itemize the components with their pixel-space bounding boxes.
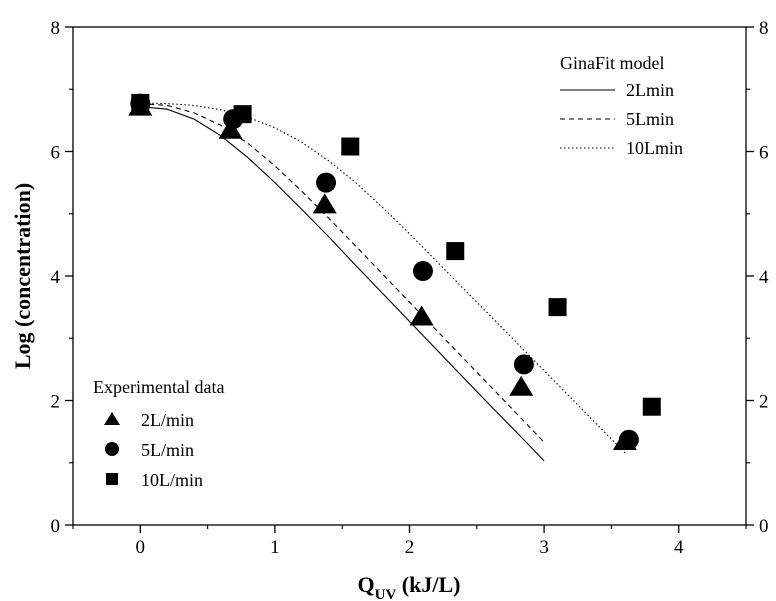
y-right-tick-label: 6 <box>759 143 769 164</box>
data-point-5L/min <box>316 172 337 193</box>
model-line-5Lmin <box>140 103 545 443</box>
x-axis-label-main: Q <box>358 572 375 597</box>
data-point-5L/min <box>513 354 534 375</box>
y-tick-label: 6 <box>51 143 61 164</box>
experimental-legend-label: 5L/min <box>141 440 194 460</box>
y-right-tick-label: 2 <box>759 392 769 413</box>
experimental-legend-label: 2L/min <box>141 410 194 430</box>
y-right-tick-label: 8 <box>759 18 769 39</box>
data-point-10L/min <box>233 105 252 124</box>
x-tick-label: 2 <box>405 537 415 558</box>
data-point-2L/min <box>509 375 534 396</box>
model-legend-label: 5Lmin <box>626 109 674 129</box>
experimental-legend-marker <box>105 442 119 456</box>
y-tick-label: 8 <box>51 18 61 39</box>
data-point-5L/min <box>618 429 639 450</box>
x-tick-label: 0 <box>136 537 146 558</box>
model-legend: GinaFit model 2Lmin 5Lmin 10Lmin <box>560 53 683 158</box>
y-axis-label: Log (concentration) <box>10 183 35 369</box>
x-axis-ticks: 0 1 2 3 4 <box>72 525 747 558</box>
model-line-10Lmin <box>140 102 626 454</box>
data-point-10L/min <box>341 137 360 156</box>
y-tick-label: 0 <box>51 516 61 537</box>
data-point-2L/min <box>312 193 337 214</box>
y-axis-right-ticks: 0 2 4 6 8 <box>746 18 769 537</box>
experimental-legend-title: Experimental data <box>93 377 224 397</box>
data-point-10L/min <box>131 93 150 112</box>
experimental-points <box>128 93 661 450</box>
x-axis-label: QUV (kJ/L) <box>358 572 461 601</box>
model-legend-label: 10Lmin <box>626 138 683 158</box>
x-tick-label: 1 <box>270 537 280 558</box>
x-tick-label: 4 <box>674 537 684 558</box>
model-lines <box>140 102 626 462</box>
x-axis-label-unit: (kJ/L) <box>396 572 460 597</box>
data-point-10L/min <box>446 242 465 261</box>
experimental-legend-label: 10L/min <box>141 470 203 490</box>
model-legend-title: GinaFit model <box>560 53 665 73</box>
data-point-2L/min <box>409 305 434 326</box>
x-tick-label: 3 <box>539 537 549 558</box>
experimental-legend-marker <box>106 473 118 485</box>
data-point-10L/min <box>642 397 661 416</box>
y-right-tick-label: 0 <box>759 516 769 537</box>
y-tick-label: 2 <box>51 392 61 413</box>
experimental-legend: Experimental data 2L/min 5L/min 10L/min <box>93 377 224 490</box>
data-point-10L/min <box>548 298 567 317</box>
y-right-tick-label: 4 <box>759 267 769 288</box>
data-point-5L/min <box>412 261 433 282</box>
experimental-legend-marker <box>104 412 120 425</box>
y-tick-label: 4 <box>51 267 61 288</box>
model-line-2Lmin <box>140 106 545 462</box>
x-axis-label-subscript: UV <box>375 587 397 601</box>
y-axis-left-ticks: 0 2 4 6 8 <box>51 18 73 537</box>
model-legend-label: 2Lmin <box>626 80 674 100</box>
